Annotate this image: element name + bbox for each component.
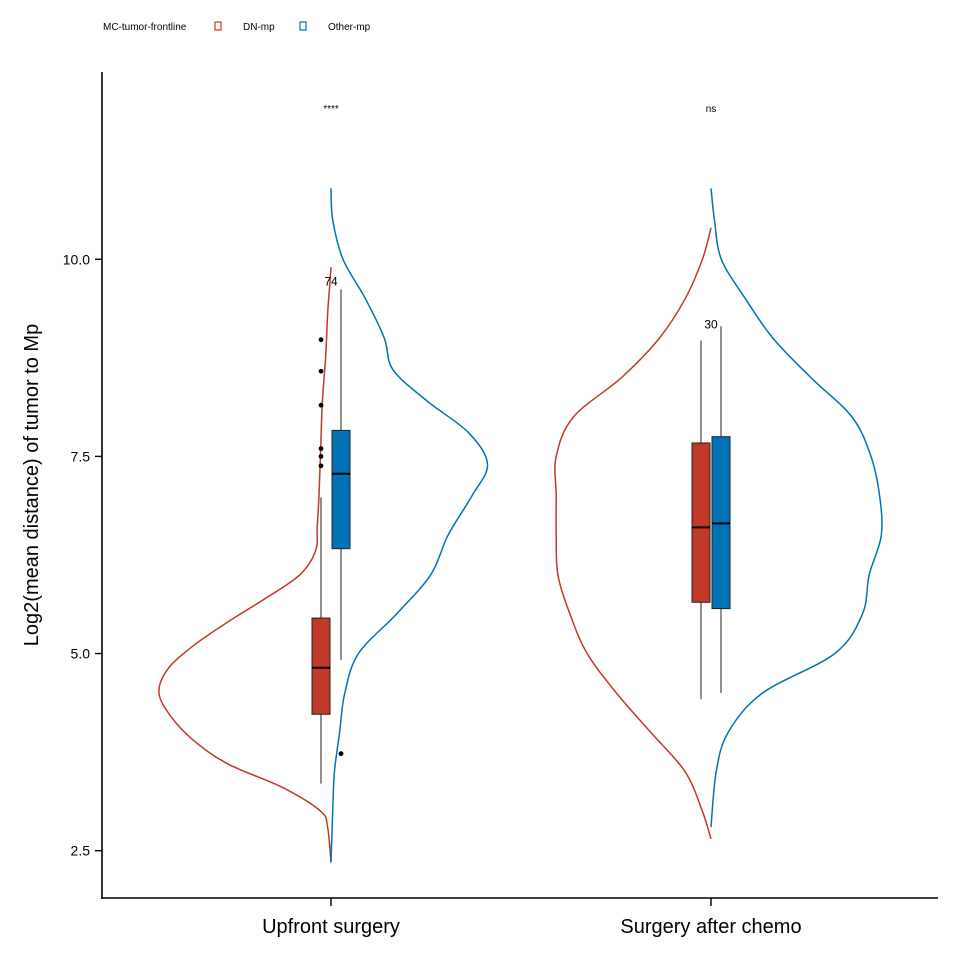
legend-label-other-mp: Other-mp [328, 22, 371, 33]
plot-area [158, 188, 883, 863]
annotations: **** ns 74 30 [323, 104, 718, 332]
legend-swatch-dn-mp [214, 21, 222, 31]
y-tick-label: 7.5 [71, 448, 91, 464]
legend-swatch-other-mp [299, 21, 307, 31]
outlier-point-dn-mp [318, 454, 324, 459]
outlier-point-dn-mp [318, 337, 324, 343]
box-dn-mp [311, 617, 331, 715]
violin-dn-mp [554, 227, 712, 840]
group-upfront-surgery [158, 188, 489, 863]
y-axis-label: Log2(mean distance) of tumor to Mp [21, 324, 43, 646]
violin-dn-mp [158, 267, 332, 863]
outlier-point-dn-mp [318, 463, 324, 469]
box-dn-mp [691, 442, 711, 603]
significance-label: **** [323, 104, 339, 115]
count-label: 30 [704, 318, 718, 332]
legend: MC-tumor-frontline DN-mp Other-mp [103, 21, 371, 33]
legend-title: MC-tumor-frontline [103, 22, 187, 33]
y-ticks: 2.5 5.0 7.5 10.0 [63, 251, 102, 859]
y-tick-label: 10.0 [63, 251, 90, 267]
legend-label-dn-mp: DN-mp [243, 22, 275, 33]
y-tick-label: 2.5 [71, 843, 91, 859]
violin-other-mp [710, 188, 883, 828]
outlier-point-dn-mp [318, 368, 324, 374]
outlier-point-dn-mp [318, 446, 324, 451]
box-other-mp [331, 429, 351, 550]
outlier-point-other-mp [338, 751, 344, 757]
x-ticks: Upfront surgery Surgery after chemo [262, 898, 802, 938]
x-tick-label: Upfront surgery [262, 916, 400, 938]
x-tick-label: Surgery after chemo [620, 916, 801, 938]
outlier-point-dn-mp [318, 402, 324, 408]
group-surgery-after-chemo [554, 188, 883, 840]
violin-other-mp [330, 188, 489, 863]
significance-label: ns [706, 104, 717, 115]
count-label: 74 [324, 274, 338, 288]
y-tick-label: 5.0 [71, 646, 91, 662]
